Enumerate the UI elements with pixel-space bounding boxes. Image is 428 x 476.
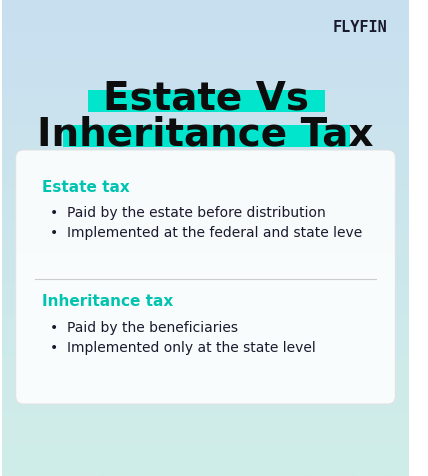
Text: Inheritance tax: Inheritance tax (42, 294, 173, 309)
Text: •  Paid by the estate before distribution: • Paid by the estate before distribution (50, 206, 326, 219)
FancyBboxPatch shape (16, 151, 395, 404)
Text: FLYFIN: FLYFIN (333, 20, 388, 35)
Text: •  Paid by the beneficiaries: • Paid by the beneficiaries (50, 320, 238, 334)
Text: Estate tax: Estate tax (42, 179, 130, 194)
Text: Inheritance Tax: Inheritance Tax (37, 115, 374, 153)
FancyBboxPatch shape (88, 91, 325, 113)
FancyBboxPatch shape (63, 126, 350, 148)
Text: Estate Vs: Estate Vs (103, 80, 309, 118)
Text: •  Implemented at the federal and state leve: • Implemented at the federal and state l… (50, 226, 362, 239)
Text: •  Implemented only at the state level: • Implemented only at the state level (50, 340, 315, 354)
